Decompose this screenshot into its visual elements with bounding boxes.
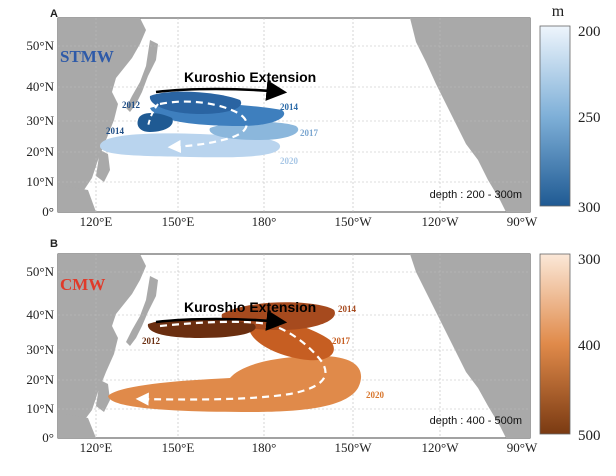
panel-a: A	[26, 3, 600, 229]
lon-tick: 90°W	[507, 440, 538, 455]
water-mass-2017-a	[209, 121, 299, 140]
year-label-2017-b: 2017	[332, 336, 351, 346]
water-mass-2014w-a	[137, 113, 173, 132]
colorbar-b	[539, 253, 571, 435]
lon-tick: 90°W	[507, 214, 538, 229]
lon-axis-a: 120°E 150°E 180° 150°W 120°W 90°W	[80, 214, 538, 229]
lat-axis-b: 50°N 40°N 30°N 20°N 10°N 0°	[26, 264, 54, 445]
lat-axis-a: 50°N 40°N 30°N 20°N 10°N 0°	[26, 38, 54, 219]
land-asia-b	[58, 254, 146, 438]
lat-tick: 50°N	[26, 264, 54, 279]
panel-letter-b: B	[50, 238, 58, 250]
lat-tick: 10°N	[26, 174, 54, 189]
land-japan-b	[126, 276, 158, 346]
kuroshio-arrow-b	[155, 310, 288, 331]
water-path-b	[135, 320, 327, 406]
current-label-b: Kuroshio Extension	[184, 299, 316, 315]
lon-tick: 150°W	[335, 214, 373, 229]
year-label-2014w-a: 2014	[106, 126, 125, 136]
lon-tick: 120°W	[422, 440, 460, 455]
current-label-a: Kuroshio Extension	[184, 69, 316, 85]
colorbar-tick: 250	[578, 110, 601, 126]
depth-label-b: depth : 400 - 500m	[430, 415, 522, 427]
year-label-2014e-a: 2014	[280, 102, 299, 112]
colorbar-tick: 200	[578, 24, 601, 40]
colorbar-tick: 300	[578, 200, 601, 216]
lon-tick: 120°W	[422, 214, 460, 229]
colorbar-unit-label: m	[552, 3, 565, 20]
lat-tick: 30°N	[26, 342, 54, 357]
lon-tick: 150°W	[335, 440, 373, 455]
year-label-2012-b: 2012	[142, 336, 161, 346]
year-label-2020-b: 2020	[366, 390, 385, 400]
water-mass-title-a: STMW	[60, 47, 114, 66]
grid-a	[58, 18, 530, 212]
water-path-a	[159, 100, 248, 154]
year-label-2020-a: 2020	[280, 156, 299, 166]
lat-tick: 10°N	[26, 401, 54, 416]
land-philippines-b	[96, 380, 110, 412]
lat-tick: 50°N	[26, 38, 54, 53]
lat-tick: 40°N	[26, 79, 54, 94]
depth-label-a: depth : 200 - 300m	[430, 189, 522, 201]
water-mass-2020-b	[108, 356, 362, 412]
colorbar-a	[539, 25, 571, 207]
lat-tick: 20°N	[26, 372, 54, 387]
map-b-content	[58, 254, 530, 438]
lat-tick: 0°	[42, 204, 54, 219]
water-mass-title-b: CMW	[60, 275, 105, 294]
year-label-2014-b: 2014	[338, 304, 357, 314]
colorbar-tick: 400	[578, 338, 601, 354]
lon-axis-b: 120°E 150°E 180° 150°W 120°W 90°W	[80, 440, 538, 455]
lat-tick: 40°N	[26, 307, 54, 322]
colorbar-tick: 500	[578, 428, 601, 444]
water-path-a2	[147, 103, 159, 127]
lon-tick: 120°E	[80, 440, 113, 455]
kuroshio-arrow-a	[155, 80, 288, 101]
year-label-2012-a: 2012	[122, 100, 141, 110]
lat-tick: 20°N	[26, 144, 54, 159]
lon-tick: 150°E	[162, 440, 195, 455]
panel-b: B CMW Kuroshio Extension	[26, 238, 600, 455]
colorbar-a-ticks: 200 250 300	[578, 24, 601, 216]
land-asia-a	[58, 18, 146, 212]
colorbar-b-ticks: 300 400 500	[578, 252, 601, 444]
land-borneo-b	[60, 414, 96, 438]
panel-letter-a: A	[50, 8, 58, 20]
land-philippines-a	[96, 150, 110, 182]
land-japan-a	[126, 40, 158, 112]
land-borneo-a	[60, 186, 96, 212]
lat-tick: 30°N	[26, 113, 54, 128]
lon-tick: 150°E	[162, 214, 195, 229]
year-label-2017-a: 2017	[300, 128, 319, 138]
lon-tick: 180°	[252, 440, 277, 455]
water-mass-2012-a	[149, 91, 242, 114]
colorbar-tick: 300	[578, 252, 601, 268]
lon-tick: 120°E	[80, 214, 113, 229]
lon-tick: 180°	[252, 214, 277, 229]
map-a-content	[58, 18, 530, 212]
lat-tick: 0°	[42, 430, 54, 445]
